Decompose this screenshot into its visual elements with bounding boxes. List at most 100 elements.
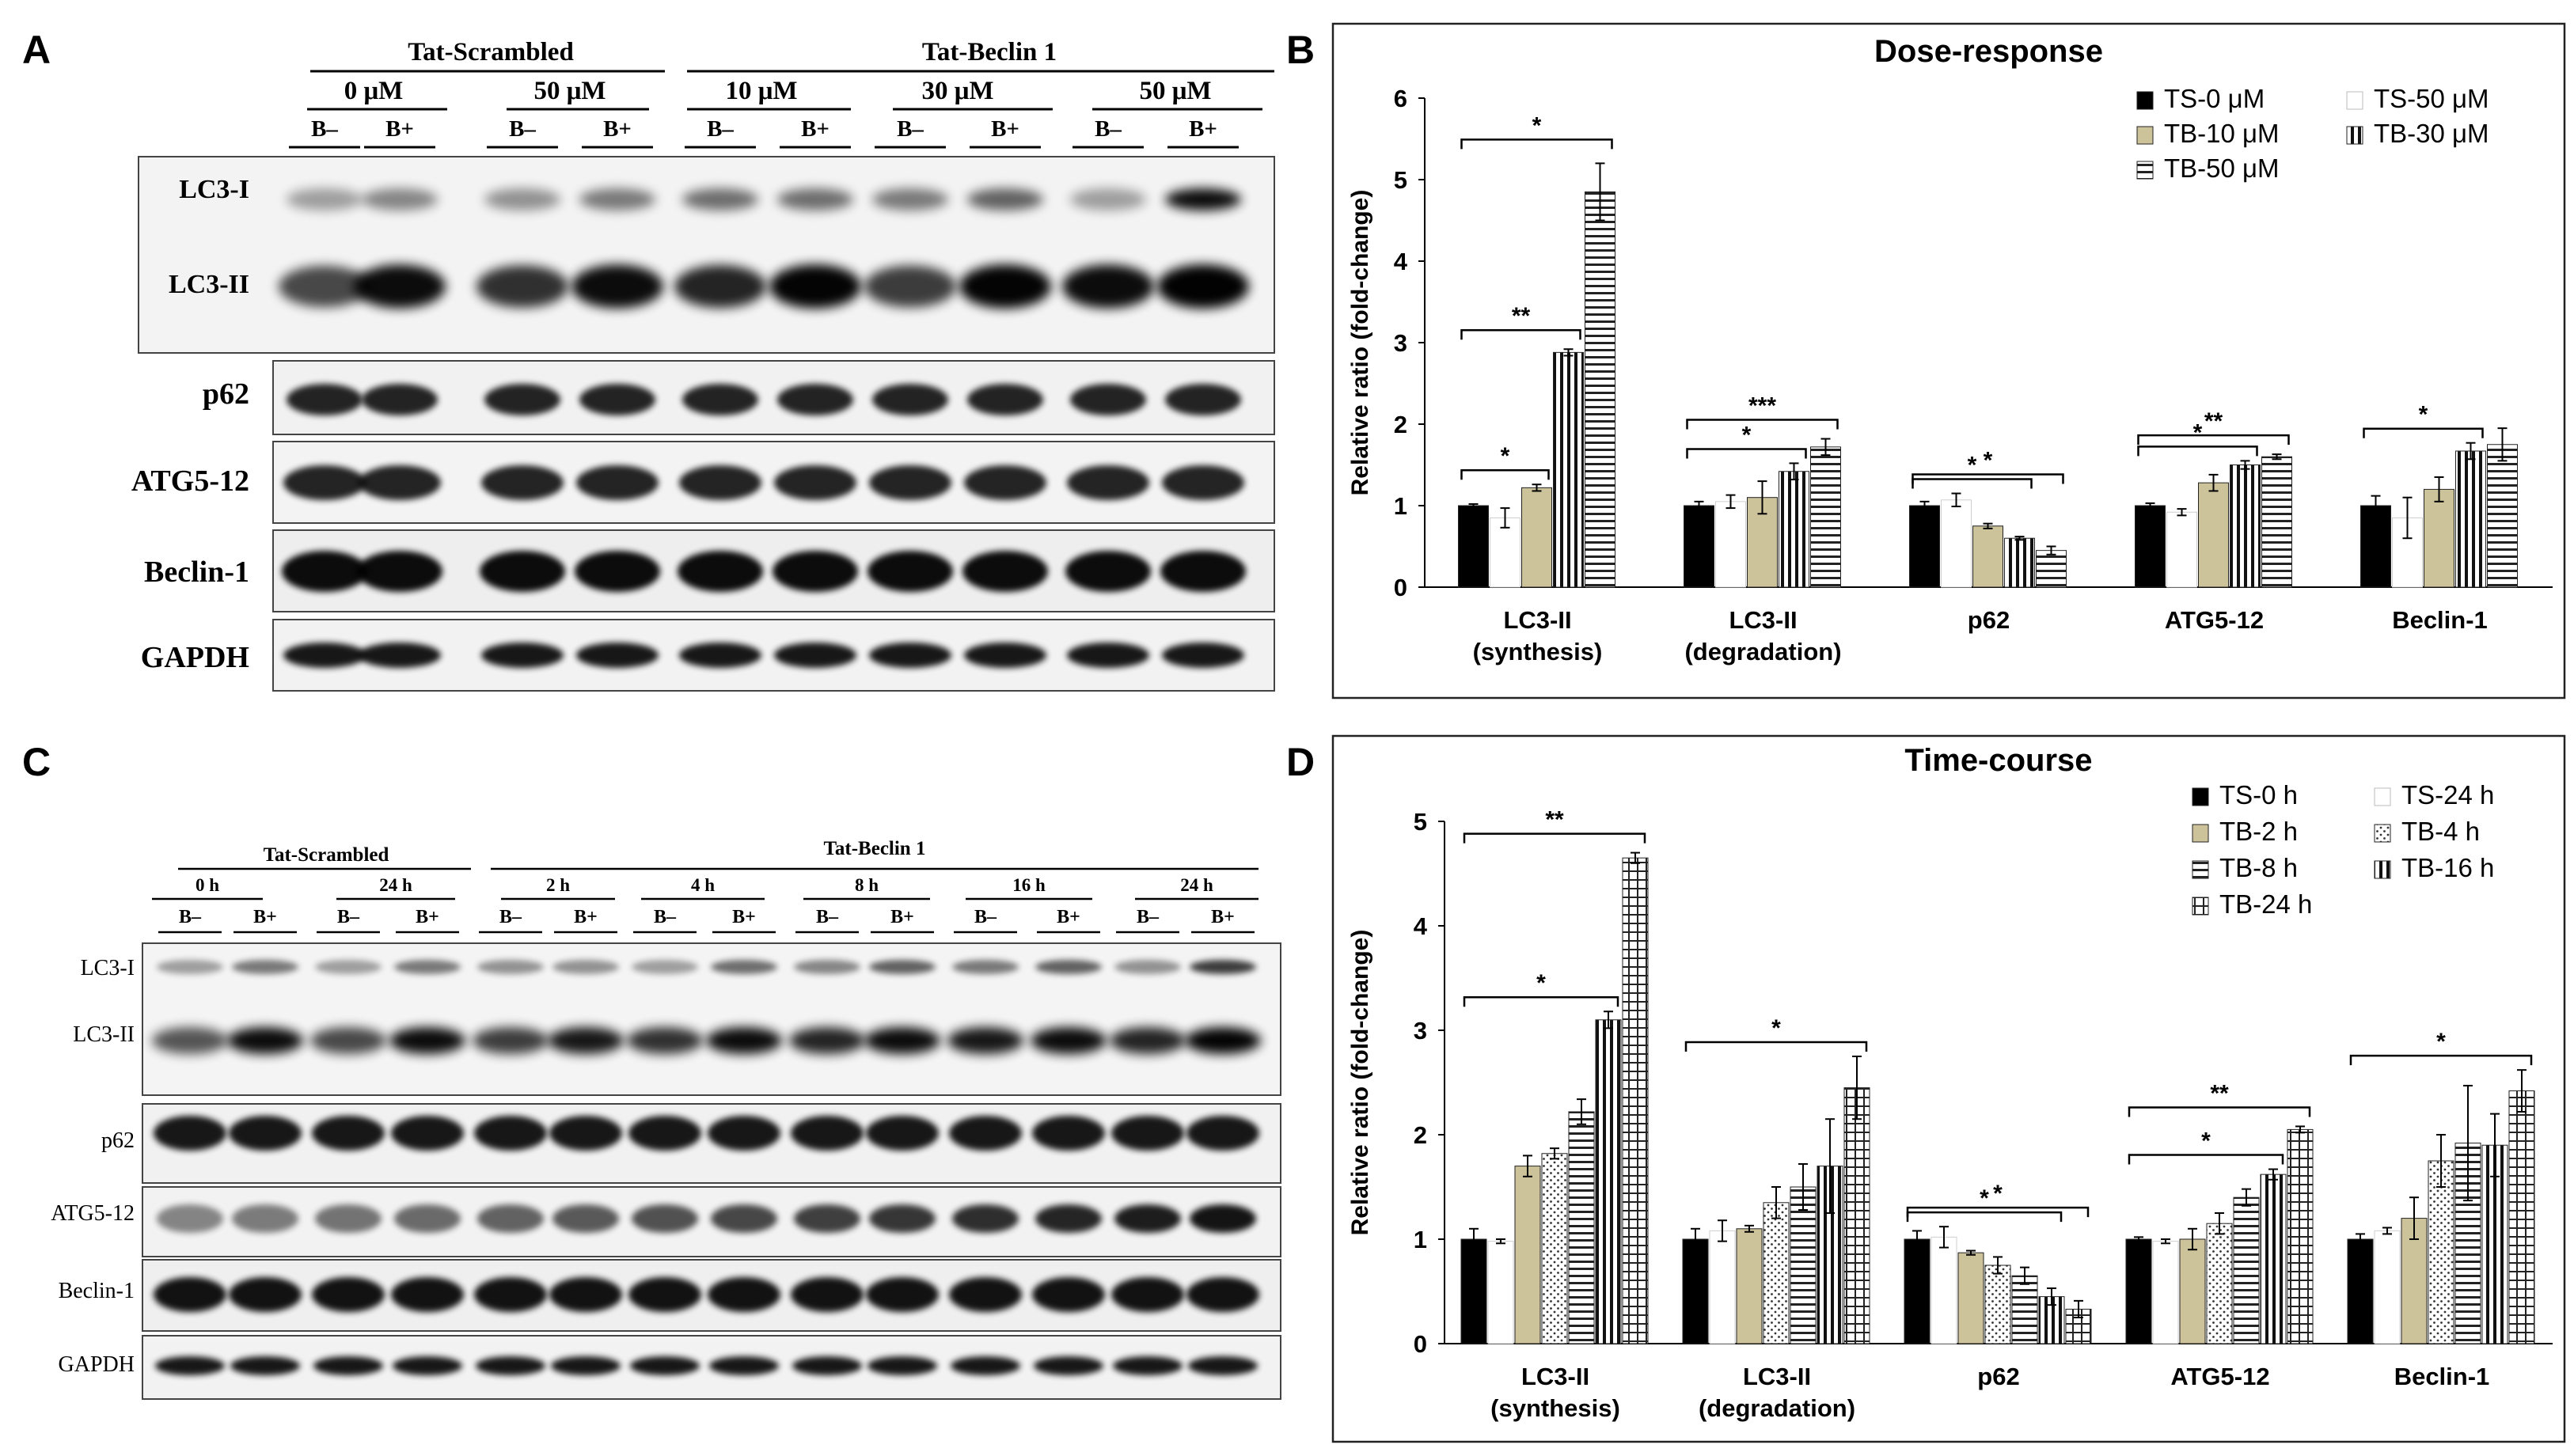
legend-label: TB-16 h (2401, 853, 2494, 882)
y-tick-label: 1 (1394, 492, 1407, 520)
x-tick-label: LC3-II (1503, 606, 1571, 634)
bar (1585, 191, 1615, 588)
legend-swatch (2346, 91, 2363, 110)
bar (1984, 1265, 2011, 1344)
significance-bracket (1686, 419, 1839, 430)
bar (2347, 1238, 2374, 1344)
legend-swatch (2136, 91, 2154, 110)
blot-label-lc3-i: LC3-I (81, 956, 135, 980)
significance-label: * (1536, 970, 1546, 996)
bar (2166, 511, 2197, 588)
bar (2360, 505, 2391, 588)
x-tick-label: LC3-II (1521, 1363, 1589, 1390)
x-tick-label: (synthesis) (1473, 638, 1603, 665)
bar (2428, 1160, 2454, 1344)
bar (1622, 857, 1649, 1344)
lane-label: B+ (890, 907, 914, 927)
significance-bracket (1460, 468, 1550, 480)
legend-swatch (2192, 897, 2209, 916)
x-tick-label: LC3-II (1743, 1363, 1811, 1390)
legend-label: TB-4 h (2401, 817, 2480, 846)
panel-letter-a: A (22, 28, 51, 72)
chart-title: Dose-response (1874, 34, 2103, 69)
bar (1909, 505, 1940, 588)
blot-label-gapdh: GAPDH (59, 1352, 135, 1377)
bar (2455, 450, 2486, 588)
y-tick-label: 5 (1414, 808, 1427, 836)
x-tick-label: (degradation) (1699, 1394, 1855, 1422)
bar (2135, 505, 2166, 588)
significance-bracket (2137, 446, 2258, 457)
y-axis-label: Relative ratio (fold-change) (1347, 190, 1373, 496)
time-label: 24 h (379, 875, 412, 895)
bar (1595, 1019, 1622, 1344)
significance-bracket (2128, 1154, 2284, 1165)
significance-bracket (1460, 138, 1613, 150)
x-tick-label: LC3-II (1729, 606, 1797, 634)
significance-bracket (2349, 1054, 2533, 1066)
y-tick-label: 0 (1394, 574, 1407, 601)
x-tick-label: (synthesis) (1490, 1394, 1620, 1422)
time-labels: 0 h 24 h 2 h 4 h 8 h 16 h 24 h (152, 875, 1259, 901)
bar (2125, 1238, 2152, 1344)
dose-label: 10 μM (725, 77, 797, 105)
time-label: 2 h (546, 875, 570, 895)
bar (2011, 1275, 2038, 1344)
bar (2038, 1296, 2065, 1344)
legend-swatch (2374, 824, 2391, 843)
significance-bracket (1686, 448, 1807, 459)
bar (2230, 464, 2261, 588)
lane-label: B+ (253, 907, 277, 927)
group-label-tat-beclin: Tat-Beclin 1 (824, 838, 926, 859)
bar (1709, 1230, 1736, 1344)
legend-label: TB-24 h (2219, 889, 2312, 919)
significance-label: ** (2204, 408, 2223, 434)
time-label: 16 h (1012, 875, 1046, 895)
bar (2179, 1238, 2206, 1344)
legend-label: TS-0 h (2219, 780, 2298, 810)
y-tick-label: 6 (1394, 85, 1407, 112)
lane-label: B– (816, 907, 839, 927)
blot-label-p62: p62 (203, 377, 249, 411)
blot-atg5-12 (142, 1186, 1281, 1257)
legend-swatch (2136, 126, 2154, 145)
legend-label: TS-0 μM (2164, 84, 2265, 113)
time-label: 4 h (691, 875, 715, 895)
bar (1736, 1228, 1763, 1344)
legend-swatch (2374, 787, 2391, 806)
significance-label: * (2193, 419, 2203, 446)
significance-bracket (1463, 995, 1619, 1007)
legend-swatch (2192, 787, 2209, 806)
blot-label-lc3-i: LC3-I (179, 175, 249, 204)
lane-label: B– (1095, 116, 1122, 142)
x-tick-label: (degradation) (1684, 638, 1841, 665)
significance-bracket (1684, 1041, 1868, 1052)
lane-label: B+ (574, 907, 598, 927)
panel-d: D Time-course Relative ratio (fold-change… (1286, 734, 2566, 1443)
bar (2508, 1090, 2535, 1344)
lane-label: B– (707, 116, 734, 142)
lane-label: B+ (1189, 116, 1217, 142)
bar (1458, 505, 1489, 588)
significance-label: ** (2210, 1080, 2229, 1106)
blot-label-beclin-1: Beclin-1 (144, 555, 249, 589)
x-tick-label: p62 (1977, 1363, 2019, 1390)
bar (1684, 505, 1714, 588)
significance-label: * (1742, 422, 1752, 448)
significance-bracket (2128, 1106, 2311, 1117)
significance-label: * (2419, 402, 2428, 428)
bar (2481, 1144, 2508, 1344)
y-tick-label: 4 (1394, 248, 1408, 275)
legend-swatch (2346, 126, 2363, 145)
significance-label: * (2436, 1029, 2446, 1055)
lane-label: B– (509, 116, 536, 142)
chart-dose-response: Dose-response Relative ratio (fold-change… (1347, 34, 2553, 665)
significance-label: * (2201, 1128, 2211, 1155)
legend-label: TB-50 μM (2164, 154, 2280, 183)
dose-label: 50 μM (1139, 77, 1211, 105)
significance-label: *** (1748, 393, 1776, 419)
bar (1904, 1238, 1931, 1344)
bar (2233, 1196, 2260, 1344)
blot-label-lc3-ii: LC3-II (169, 270, 249, 299)
bar (1514, 1166, 1541, 1344)
